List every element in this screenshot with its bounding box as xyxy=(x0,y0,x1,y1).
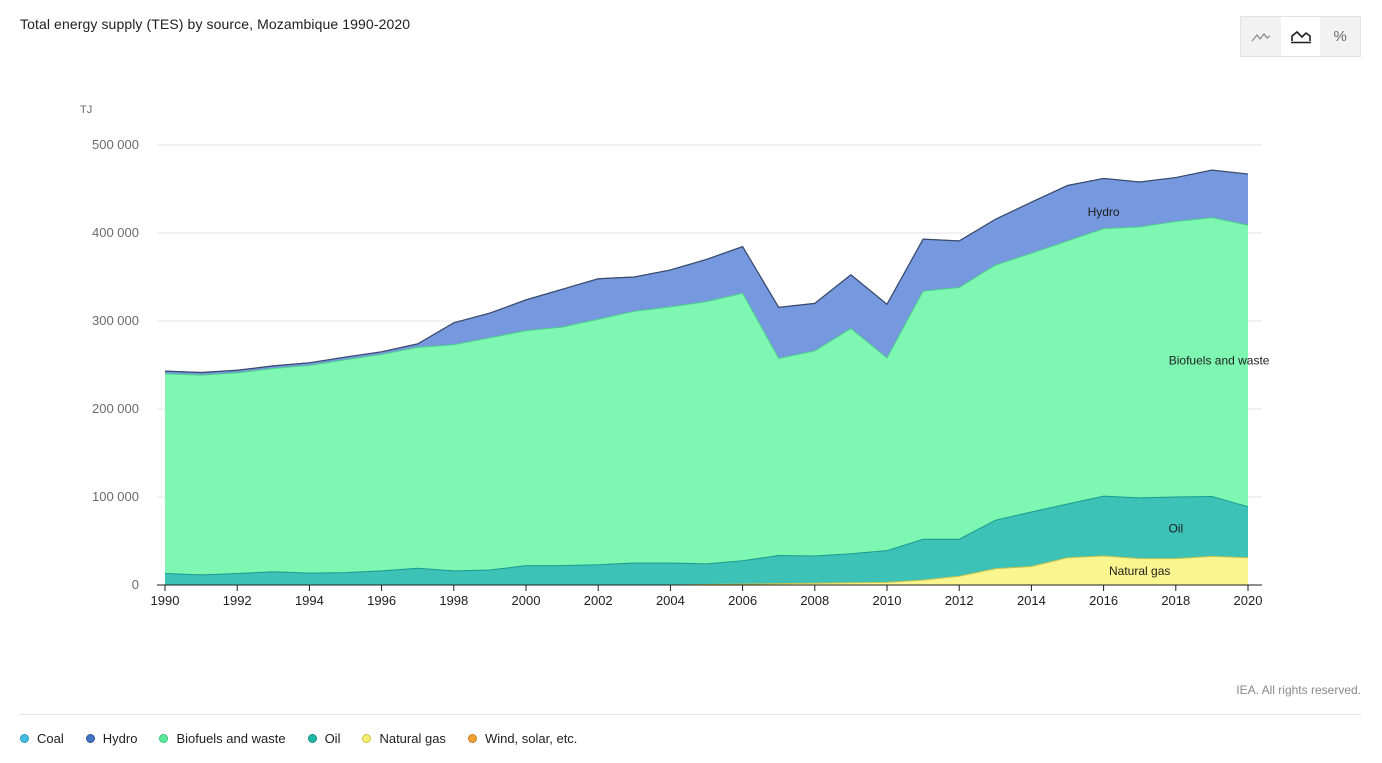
legend-label-wind-solar: Wind, solar, etc. xyxy=(484,731,578,746)
legend-item-hydro[interactable]: Hydro xyxy=(85,731,138,746)
x-tick-label: 2014 xyxy=(1017,593,1046,608)
x-tick-label: 2010 xyxy=(873,593,902,608)
area-chart-view-button[interactable] xyxy=(1280,17,1321,56)
coal-dot-icon xyxy=(20,734,29,743)
series-area-natural-gas xyxy=(165,555,1248,585)
y-tick-label: 100 000 xyxy=(92,489,139,504)
area-chart: 0 100 000 200 000 300 000 400 000 500 000 TJ Na… xyxy=(80,104,1270,608)
x-tick-label: 1990 xyxy=(151,593,180,608)
oil-dot-icon xyxy=(307,734,317,743)
y-tick-label: 200 000 xyxy=(92,401,139,416)
series-line-biofuels-and-waste xyxy=(164,217,1249,376)
series-area-oil xyxy=(165,496,1248,585)
x-tick-label: 2016 xyxy=(1089,593,1118,608)
x-tick-label: 1992 xyxy=(223,593,252,608)
legend-item-natural-gas[interactable]: Natural gas xyxy=(362,731,446,746)
area-chart-icon xyxy=(1290,30,1311,43)
line-chart-view-button[interactable] xyxy=(1241,17,1281,56)
chart-title: Total energy supply (TES) by source, Moz… xyxy=(20,16,411,32)
hydro-dot-icon xyxy=(85,734,95,743)
series-area-biofuels-and-waste xyxy=(165,217,1248,575)
total-outline xyxy=(164,169,1249,374)
x-tick-label: 2000 xyxy=(512,593,541,608)
series-line-oil xyxy=(164,495,1249,576)
x-tick-label: 2002 xyxy=(584,593,613,608)
series-area-hydro xyxy=(165,170,1248,376)
series-label-biofuels-and-waste: Biofuels and waste xyxy=(1169,354,1270,368)
x-tick-label: 1994 xyxy=(295,593,324,608)
legend-label-biofuels: Biofuels and waste xyxy=(176,731,286,746)
y-tick-label: 300 000 xyxy=(92,313,139,328)
series-label-oil: Oil xyxy=(1168,522,1183,536)
legend-label-natural-gas: Natural gas xyxy=(379,731,446,746)
x-tick-label: 2018 xyxy=(1161,593,1190,608)
y-axis-unit-label: TJ xyxy=(80,104,92,116)
y-tick-label: 400 000 xyxy=(92,225,139,240)
percent-view-button[interactable]: % xyxy=(1320,17,1360,56)
x-tick-label: 2004 xyxy=(656,593,685,608)
wind-solar-dot-icon xyxy=(467,734,477,743)
legend-divider xyxy=(20,714,1361,715)
biofuels-dot-icon xyxy=(159,734,169,743)
x-tick-label: 1996 xyxy=(367,593,396,608)
x-tick-label: 2008 xyxy=(800,593,829,608)
line-chart-icon xyxy=(1251,32,1271,41)
legend-item-biofuels[interactable]: Biofuels and waste xyxy=(159,731,286,746)
x-tick-label: 2006 xyxy=(728,593,757,608)
x-tick-label: 2012 xyxy=(945,593,974,608)
legend-item-oil[interactable]: Oil xyxy=(307,731,341,746)
legend-item-wind-solar[interactable]: Wind, solar, etc. xyxy=(467,731,578,746)
legend-label-coal: Coal xyxy=(37,731,64,746)
y-tick-label: 0 xyxy=(132,577,139,592)
series-label-natural-gas: Natural gas xyxy=(1109,564,1170,578)
series-label-hydro: Hydro xyxy=(1088,205,1120,219)
legend-label-oil: Oil xyxy=(324,731,341,746)
percent-icon: % xyxy=(1333,28,1347,45)
legend-item-coal[interactable]: Coal xyxy=(20,731,64,746)
natural-gas-dot-icon xyxy=(362,734,372,743)
x-tick-label: 1998 xyxy=(439,593,468,608)
legend-label-hydro: Hydro xyxy=(102,731,138,746)
y-tick-label: 500 000 xyxy=(92,137,139,152)
copyright-credit: IEA. All rights reserved. xyxy=(1236,683,1361,697)
legend: Coal Hydro Biofuels and waste Oil Natura… xyxy=(20,731,577,746)
view-mode-toggle: % xyxy=(1240,16,1361,57)
x-tick-label: 2020 xyxy=(1234,593,1263,608)
